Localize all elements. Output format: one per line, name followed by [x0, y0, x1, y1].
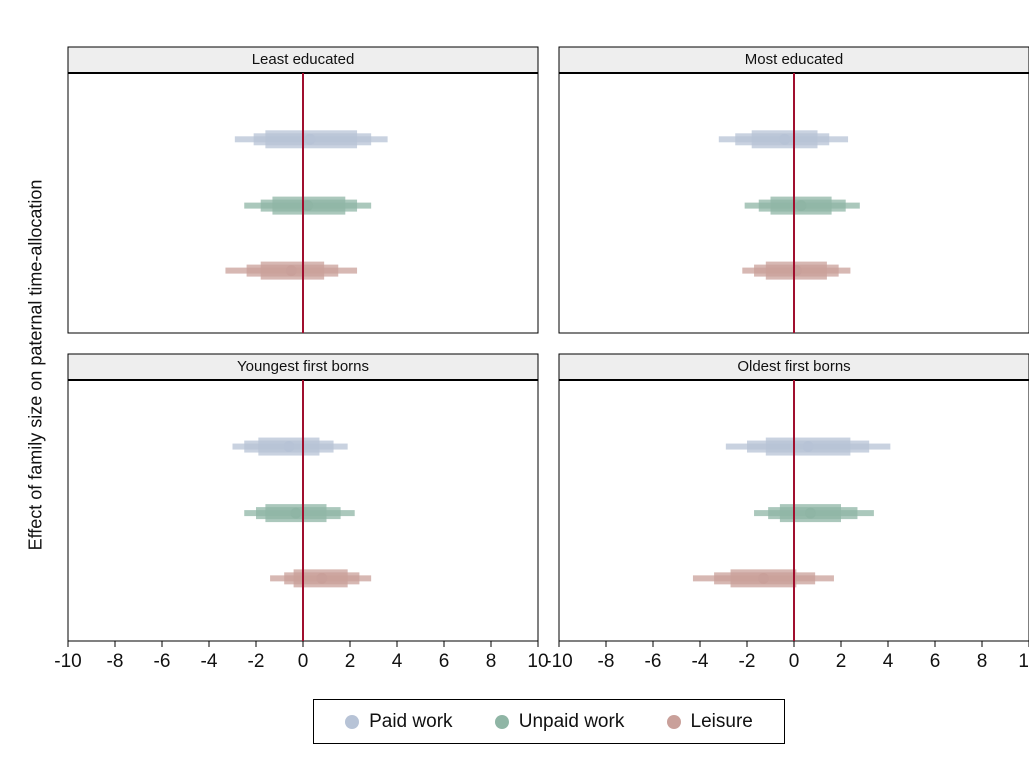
x-tick-label-youngest-first-borns--8: -8 — [107, 651, 124, 672]
panel-title-youngest-first-borns: Youngest first borns — [237, 358, 369, 375]
x-tick-label-oldest-first-borns-8: 8 — [977, 651, 988, 672]
panel-title-oldest-first-borns: Oldest first borns — [737, 358, 850, 375]
x-tick-label-youngest-first-borns--2: -2 — [248, 651, 265, 672]
x-tick-label-oldest-first-borns--6: -6 — [645, 651, 662, 672]
point-estimate-youngest-first-borns-leisure — [316, 572, 328, 584]
panel-title-least-educated: Least educated — [252, 51, 355, 68]
x-tick-label-youngest-first-borns--10: -10 — [54, 651, 81, 672]
legend-swatch-unpaid-work — [494, 714, 509, 729]
point-estimate-youngest-first-borns-paid-work — [283, 441, 295, 453]
x-tick-label-oldest-first-borns--4: -4 — [692, 651, 709, 672]
point-estimate-least-educated-paid-work — [304, 133, 316, 145]
x-tick-label-youngest-first-borns-4: 4 — [392, 651, 403, 672]
point-estimate-most-educated-unpaid-work — [795, 200, 807, 212]
legend-item-paid-work: Paid work — [345, 710, 453, 733]
x-tick-label-oldest-first-borns-4: 4 — [883, 651, 894, 672]
x-tick-label-youngest-first-borns-10: 10 — [527, 651, 548, 672]
legend-swatch-leisure — [666, 714, 681, 729]
x-tick-label-oldest-first-borns--8: -8 — [598, 651, 615, 672]
x-tick-label-youngest-first-borns-8: 8 — [486, 651, 497, 672]
x-tick-label-oldest-first-borns--10: -10 — [545, 651, 572, 672]
panel-header-oldest-first-borns — [558, 353, 1029, 381]
chart-legend: Paid work Unpaid work Leisure — [313, 699, 785, 744]
x-tick-label-youngest-first-borns--6: -6 — [154, 651, 171, 672]
point-estimate-least-educated-unpaid-work — [302, 200, 314, 212]
x-tick-label-oldest-first-borns--2: -2 — [739, 651, 756, 672]
point-estimate-oldest-first-borns-paid-work — [802, 441, 814, 453]
x-tick-label-youngest-first-borns-2: 2 — [345, 651, 356, 672]
legend-item-unpaid-work: Unpaid work — [494, 710, 625, 733]
legend-swatch-paid-work — [345, 714, 360, 729]
x-tick-label-youngest-first-borns-0: 0 — [298, 651, 309, 672]
x-tick-label-youngest-first-borns-6: 6 — [439, 651, 450, 672]
point-estimate-most-educated-paid-work — [779, 133, 791, 145]
panel-title-most-educated: Most educated — [745, 51, 843, 68]
x-tick-label-oldest-first-borns-0: 0 — [789, 651, 800, 672]
legend-label-paid-work: Paid work — [369, 710, 453, 732]
panel-header-most-educated — [558, 46, 1029, 74]
point-estimate-oldest-first-borns-leisure — [757, 572, 769, 584]
x-tick-label-oldest-first-borns-6: 6 — [930, 651, 941, 672]
legend-label-unpaid-work: Unpaid work — [518, 710, 625, 732]
legend-label-leisure: Leisure — [690, 710, 753, 732]
x-tick-label-oldest-first-borns-2: 2 — [836, 651, 847, 672]
panel-header-least-educated — [67, 46, 539, 74]
point-estimate-oldest-first-borns-unpaid-work — [804, 507, 816, 519]
point-estimate-most-educated-leisure — [790, 265, 802, 277]
x-tick-label-youngest-first-borns--4: -4 — [201, 651, 218, 672]
point-estimate-least-educated-leisure — [285, 265, 297, 277]
legend-item-leisure: Leisure — [666, 710, 753, 733]
x-tick-label-oldest-first-borns-10: 10 — [1018, 651, 1029, 672]
point-estimate-youngest-first-borns-unpaid-work — [290, 507, 302, 519]
